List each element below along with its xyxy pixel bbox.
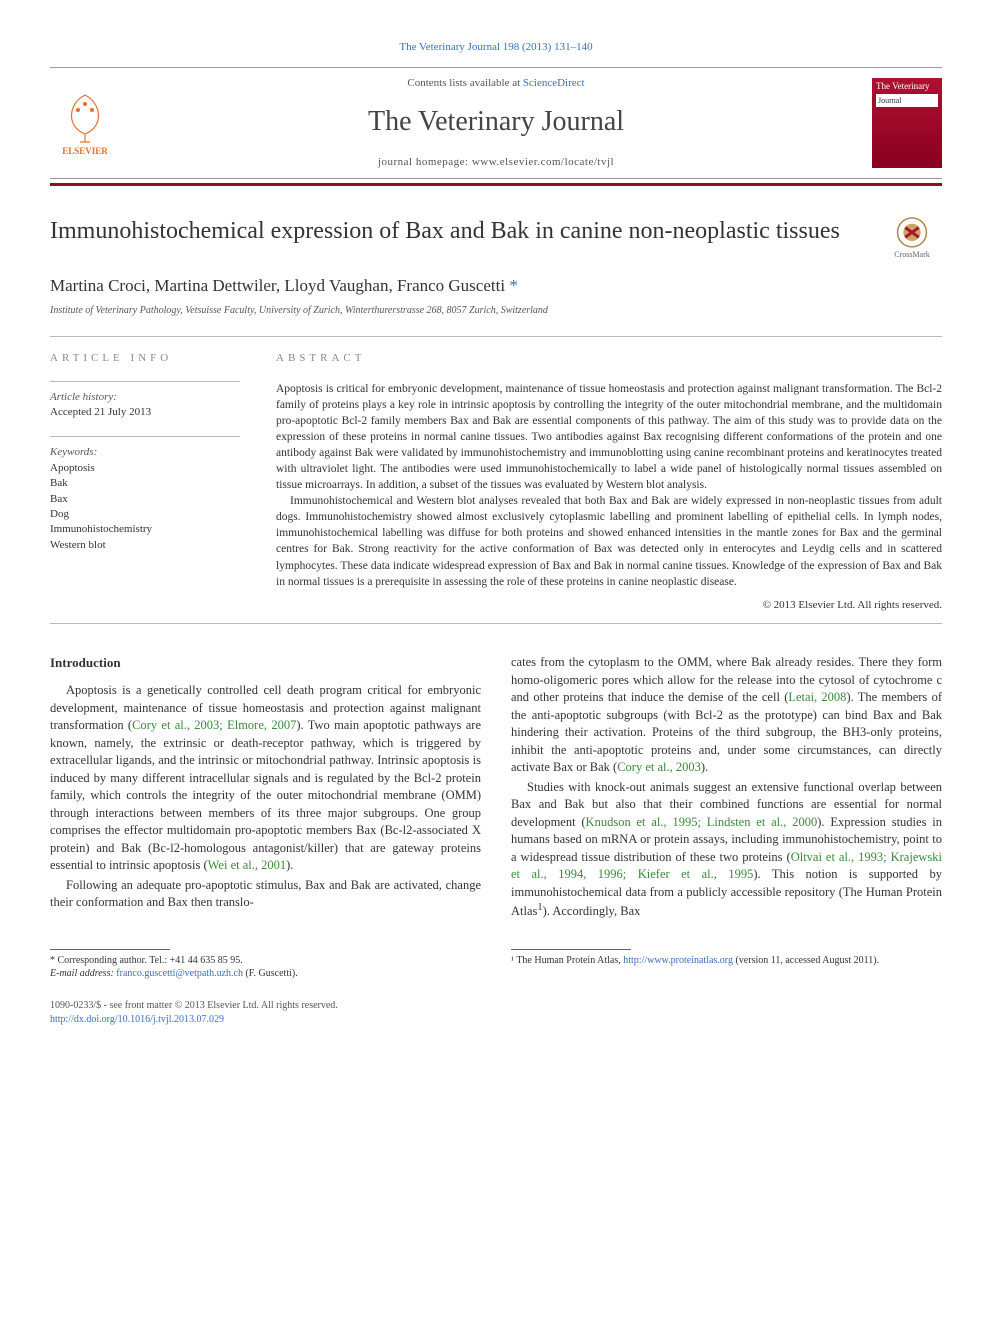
protein-atlas-link[interactable]: http://www.proteinatlas.org bbox=[623, 955, 733, 966]
citation-link[interactable]: Cory et al., 2003 bbox=[617, 760, 701, 774]
divider bbox=[50, 623, 942, 624]
keywords-list: Apoptosis Bak Bax Dog Immunohistochemist… bbox=[50, 461, 240, 553]
corresponding-mark: * bbox=[509, 276, 518, 295]
elsevier-logo[interactable]: ELSEVIER bbox=[50, 83, 120, 163]
copyright-line: © 2013 Elsevier Ltd. All rights reserved… bbox=[276, 598, 942, 613]
article-history-label: Article history: bbox=[50, 390, 240, 405]
keyword: Dog bbox=[50, 507, 240, 522]
abstract-p2: Immunohistochemical and Western blot ana… bbox=[276, 493, 942, 590]
article-title: Immunohistochemical expression of Bax an… bbox=[50, 216, 882, 246]
issn-line: 1090-0233/$ - see front matter © 2013 El… bbox=[50, 999, 942, 1013]
body-paragraph: Studies with knock-out animals suggest a… bbox=[511, 779, 942, 921]
citation-link[interactable]: Wei et al., 2001 bbox=[208, 858, 287, 872]
abstract-p1: Apoptosis is critical for embryonic deve… bbox=[276, 381, 942, 494]
keyword: Bak bbox=[50, 476, 240, 491]
cover-subtitle: Journal bbox=[876, 94, 938, 107]
abstract-text: Apoptosis is critical for embryonic deve… bbox=[276, 381, 942, 590]
red-divider bbox=[50, 183, 942, 186]
keyword: Western blot bbox=[50, 538, 240, 553]
cover-title: The Veterinary bbox=[876, 82, 938, 92]
abstract-label: abstract bbox=[276, 351, 942, 366]
corresponding-author-note: * Corresponding author. Tel.: +41 44 635… bbox=[50, 954, 481, 968]
keywords-label: Keywords: bbox=[50, 445, 240, 460]
doi-link[interactable]: http://dx.doi.org/10.1016/j.tvjl.2013.07… bbox=[50, 1014, 224, 1025]
footnote-1: ¹ The Human Protein Atlas, http://www.pr… bbox=[511, 954, 942, 968]
body-column-right: cates from the cytoplasm to the OMM, whe… bbox=[511, 654, 942, 923]
affiliation: Institute of Veterinary Pathology, Vetsu… bbox=[50, 304, 942, 318]
homepage-url[interactable]: www.elsevier.com/locate/tvjl bbox=[472, 156, 614, 168]
sciencedirect-link[interactable]: ScienceDirect bbox=[523, 77, 585, 89]
journal-cover-thumbnail[interactable]: The Veterinary Journal bbox=[872, 78, 942, 168]
elsevier-tree-icon bbox=[60, 90, 110, 145]
email-line: E-mail address: franco.guscetti@vetpath.… bbox=[50, 967, 481, 981]
body-column-left: Introduction Apoptosis is a genetically … bbox=[50, 654, 481, 923]
authors-line: Martina Croci, Martina Dettwiler, Lloyd … bbox=[50, 274, 942, 298]
header-citation: The Veterinary Journal 198 (2013) 131–14… bbox=[50, 40, 942, 55]
citation-link[interactable]: Cory et al., 2003; Elmore, 2007 bbox=[132, 718, 296, 732]
article-info-label: article info bbox=[50, 351, 240, 366]
journal-homepage: journal homepage: www.elsevier.com/locat… bbox=[120, 155, 872, 170]
elsevier-name: ELSEVIER bbox=[62, 145, 108, 158]
citation-link[interactable]: Letai, 2008 bbox=[788, 690, 846, 704]
article-history-value: Accepted 21 July 2013 bbox=[50, 405, 240, 420]
email-link[interactable]: franco.guscetti@vetpath.uzh.ch bbox=[116, 968, 243, 979]
keyword: Bax bbox=[50, 492, 240, 507]
journal-name: The Veterinary Journal bbox=[120, 102, 872, 141]
body-paragraph: Following an adequate pro-apoptotic stim… bbox=[50, 877, 481, 912]
keyword: Apoptosis bbox=[50, 461, 240, 476]
header-bar: ELSEVIER Contents lists available at Sci… bbox=[50, 67, 942, 179]
introduction-heading: Introduction bbox=[50, 654, 481, 672]
footnote-right: ¹ The Human Protein Atlas, http://www.pr… bbox=[511, 949, 942, 981]
crossmark-label: CrossMark bbox=[894, 249, 930, 260]
footer-meta: 1090-0233/$ - see front matter © 2013 El… bbox=[50, 999, 942, 1027]
body-paragraph: Apoptosis is a genetically controlled ce… bbox=[50, 682, 481, 875]
citation-link[interactable]: Knudson et al., 1995; Lindsten et al., 2… bbox=[586, 815, 818, 829]
divider bbox=[50, 336, 942, 337]
keyword: Immunohistochemistry bbox=[50, 522, 240, 537]
contents-available-label: Contents lists available at ScienceDirec… bbox=[120, 76, 872, 91]
crossmark-icon bbox=[895, 216, 929, 249]
body-paragraph: cates from the cytoplasm to the OMM, whe… bbox=[511, 654, 942, 777]
crossmark-badge[interactable]: CrossMark bbox=[882, 216, 942, 260]
footnote-left: * Corresponding author. Tel.: +41 44 635… bbox=[50, 949, 481, 981]
